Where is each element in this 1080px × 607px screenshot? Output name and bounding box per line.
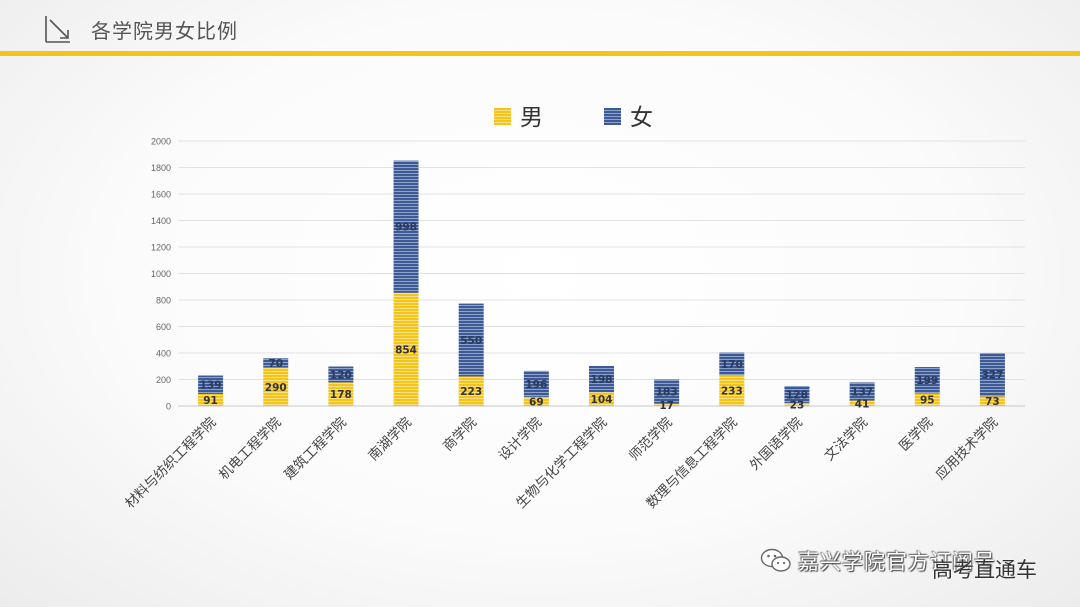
y-tick-label: 1400 — [151, 216, 171, 226]
legend-swatch-female — [604, 108, 621, 125]
data-label-female: 183 — [656, 387, 678, 399]
bar-female — [458, 303, 484, 377]
data-label-male: 290 — [265, 382, 287, 394]
data-label-female: 327 — [981, 370, 1003, 382]
y-tick-label: 400 — [156, 349, 171, 359]
data-label-male: 69 — [529, 396, 544, 408]
slide-header: 各学院男女比例 — [0, 0, 1080, 58]
bar-male — [849, 400, 875, 406]
bar-female — [589, 365, 614, 393]
data-label-male: 854 — [395, 344, 417, 356]
data-label-male: 91 — [203, 395, 218, 407]
wechat-icon — [760, 548, 791, 572]
bar-male — [979, 396, 1005, 406]
category-label: 医学院 — [896, 414, 936, 454]
data-label-female: 199 — [916, 375, 938, 387]
watermark-overlay: 高考直通车 — [932, 558, 1037, 582]
data-label-female: 120 — [330, 369, 352, 381]
bar-male — [914, 393, 940, 406]
data-label-female: 998 — [395, 222, 417, 234]
bar-female — [849, 382, 875, 401]
legend-label-female: 女 — [630, 105, 653, 131]
category-label: 外国语学院 — [747, 414, 806, 473]
data-label-male: 23 — [790, 399, 805, 411]
bar-male — [328, 382, 354, 406]
data-label-male: 223 — [460, 386, 482, 398]
legend-label-male: 男 — [520, 105, 543, 131]
data-label-female: 196 — [525, 379, 547, 391]
y-tick-label: 200 — [156, 375, 171, 385]
category-label: 机电工程学院 — [216, 414, 285, 483]
bar-male — [719, 375, 745, 406]
bar-female — [328, 366, 354, 383]
bar-male — [393, 292, 419, 406]
bar-female — [979, 353, 1005, 397]
data-label-female: 139 — [200, 380, 222, 392]
bar-male — [654, 403, 680, 406]
y-tick-label: 1800 — [151, 163, 171, 173]
data-label-female: 550 — [460, 335, 482, 347]
data-label-male: 95 — [920, 395, 935, 407]
y-tick-label: 0 — [166, 402, 171, 412]
bar-male — [458, 376, 484, 406]
bar-female — [198, 375, 224, 394]
bar-female — [784, 385, 810, 403]
legend-swatch-male — [494, 108, 511, 125]
data-label-female: 70 — [268, 358, 283, 370]
y-tick-label: 1600 — [151, 190, 171, 200]
category-label: 南湖学院 — [365, 414, 415, 464]
data-label-female: 137 — [851, 386, 873, 398]
header-divider — [0, 51, 1080, 56]
watermark: 嘉兴学院官方订阅号 高考直通车 — [760, 544, 1060, 582]
bar-female — [263, 358, 289, 368]
y-tick-label: 800 — [156, 296, 171, 306]
bar-female — [523, 370, 549, 397]
data-label-male: 73 — [985, 396, 1000, 408]
data-label-female: 170 — [721, 359, 743, 371]
category-label: 材料与纺织工程学院 — [122, 414, 220, 512]
bar-female — [914, 367, 940, 394]
data-label-male: 178 — [330, 389, 352, 401]
y-tick-label: 2000 — [151, 137, 171, 147]
category-label: 设计学院 — [496, 414, 546, 464]
data-label-male: 17 — [659, 400, 674, 412]
bar-male — [784, 402, 810, 406]
data-label-male: 233 — [721, 386, 743, 398]
data-label-female: 128 — [786, 389, 808, 401]
y-tick-label: 1200 — [151, 243, 171, 253]
bar-female — [393, 160, 419, 293]
corner-arrow-icon — [45, 16, 70, 43]
category-label: 师范学院 — [626, 414, 676, 464]
bar-male — [523, 396, 549, 406]
category-label: 文法学院 — [821, 414, 871, 464]
category-label: 应用技术学院 — [932, 413, 1002, 483]
category-label: 商学院 — [440, 414, 480, 454]
data-label-male: 104 — [591, 394, 613, 406]
bar-male — [589, 392, 614, 406]
data-label-male: 41 — [855, 398, 870, 410]
data-label-female: 198 — [591, 374, 613, 386]
bar-male — [263, 367, 289, 406]
bar-female — [719, 352, 745, 376]
watermark-account: 嘉兴学院官方订阅号 — [798, 550, 996, 574]
bar-female — [654, 379, 680, 404]
bar-male — [198, 393, 224, 406]
category-label: 建筑工程学院 — [281, 414, 350, 483]
y-tick-label: 1000 — [151, 269, 171, 279]
y-tick-label: 600 — [156, 322, 171, 332]
page-title: 各学院男女比例 — [91, 19, 238, 43]
